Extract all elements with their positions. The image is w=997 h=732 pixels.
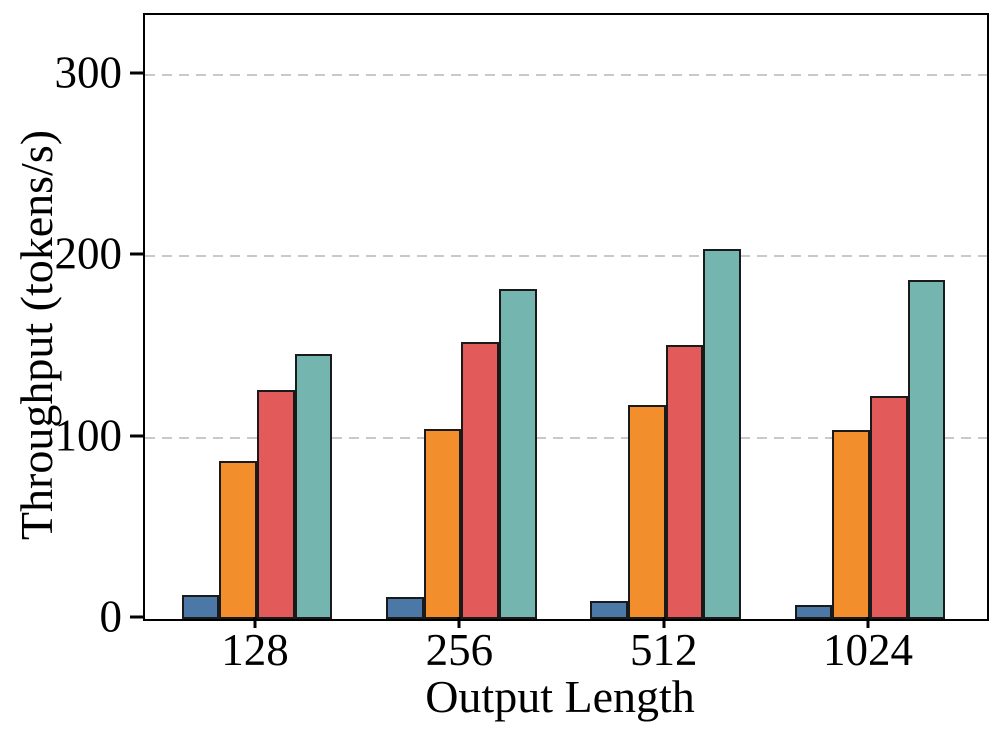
y-tick-label-0: 0 [99, 591, 123, 642]
bar-series-teal-128 [294, 354, 333, 619]
bar-series-red-256 [461, 341, 500, 619]
gridline-200 [145, 255, 987, 258]
y-tick-mark-300 [130, 71, 143, 75]
y-axis-label: Throughput (tokens/s) [11, 129, 62, 541]
bar-series-blue-128 [181, 595, 220, 619]
y-tick-mark-0 [130, 615, 143, 619]
x-tick-mark-256 [457, 617, 461, 628]
y-tick-mark-200 [130, 252, 143, 256]
bar-series-red-1024 [870, 395, 908, 619]
bar-series-teal-1024 [907, 279, 946, 619]
x-tick-mark-1024 [866, 617, 870, 628]
bar-series-orange-128 [219, 461, 257, 619]
gridline-300 [145, 73, 987, 76]
x-tick-label-512: 512 [629, 625, 698, 675]
bar-series-red-512 [665, 345, 704, 619]
x-tick-mark-512 [662, 617, 666, 628]
x-tick-label-1024: 1024 [823, 625, 914, 675]
bar-series-red-128 [256, 390, 295, 619]
bar-series-orange-1024 [832, 430, 871, 619]
bars-layer [145, 15, 987, 619]
x-tick-label-128: 128 [221, 625, 289, 675]
bar-series-blue-256 [385, 597, 424, 619]
x-tick-label-256: 256 [425, 625, 494, 675]
bar-series-blue-512 [590, 600, 628, 619]
plot-area [143, 13, 989, 621]
bar-series-teal-512 [703, 248, 742, 619]
y-tick-label-100: 100 [54, 410, 123, 461]
bar-series-orange-512 [627, 404, 666, 619]
x-axis-label: Output Length [425, 671, 695, 722]
y-tick-label-300: 300 [54, 47, 123, 98]
gridline-100 [145, 436, 987, 439]
bar-series-orange-256 [423, 428, 462, 619]
y-tick-label-200: 200 [54, 228, 123, 279]
y-tick-mark-100 [130, 434, 143, 438]
bar-series-teal-256 [499, 288, 537, 619]
x-tick-mark-128 [253, 617, 257, 628]
bar-series-blue-1024 [794, 604, 833, 619]
gridlines-layer [145, 15, 987, 619]
